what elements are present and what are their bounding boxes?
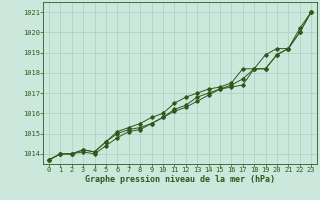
X-axis label: Graphe pression niveau de la mer (hPa): Graphe pression niveau de la mer (hPa) [85,175,275,184]
